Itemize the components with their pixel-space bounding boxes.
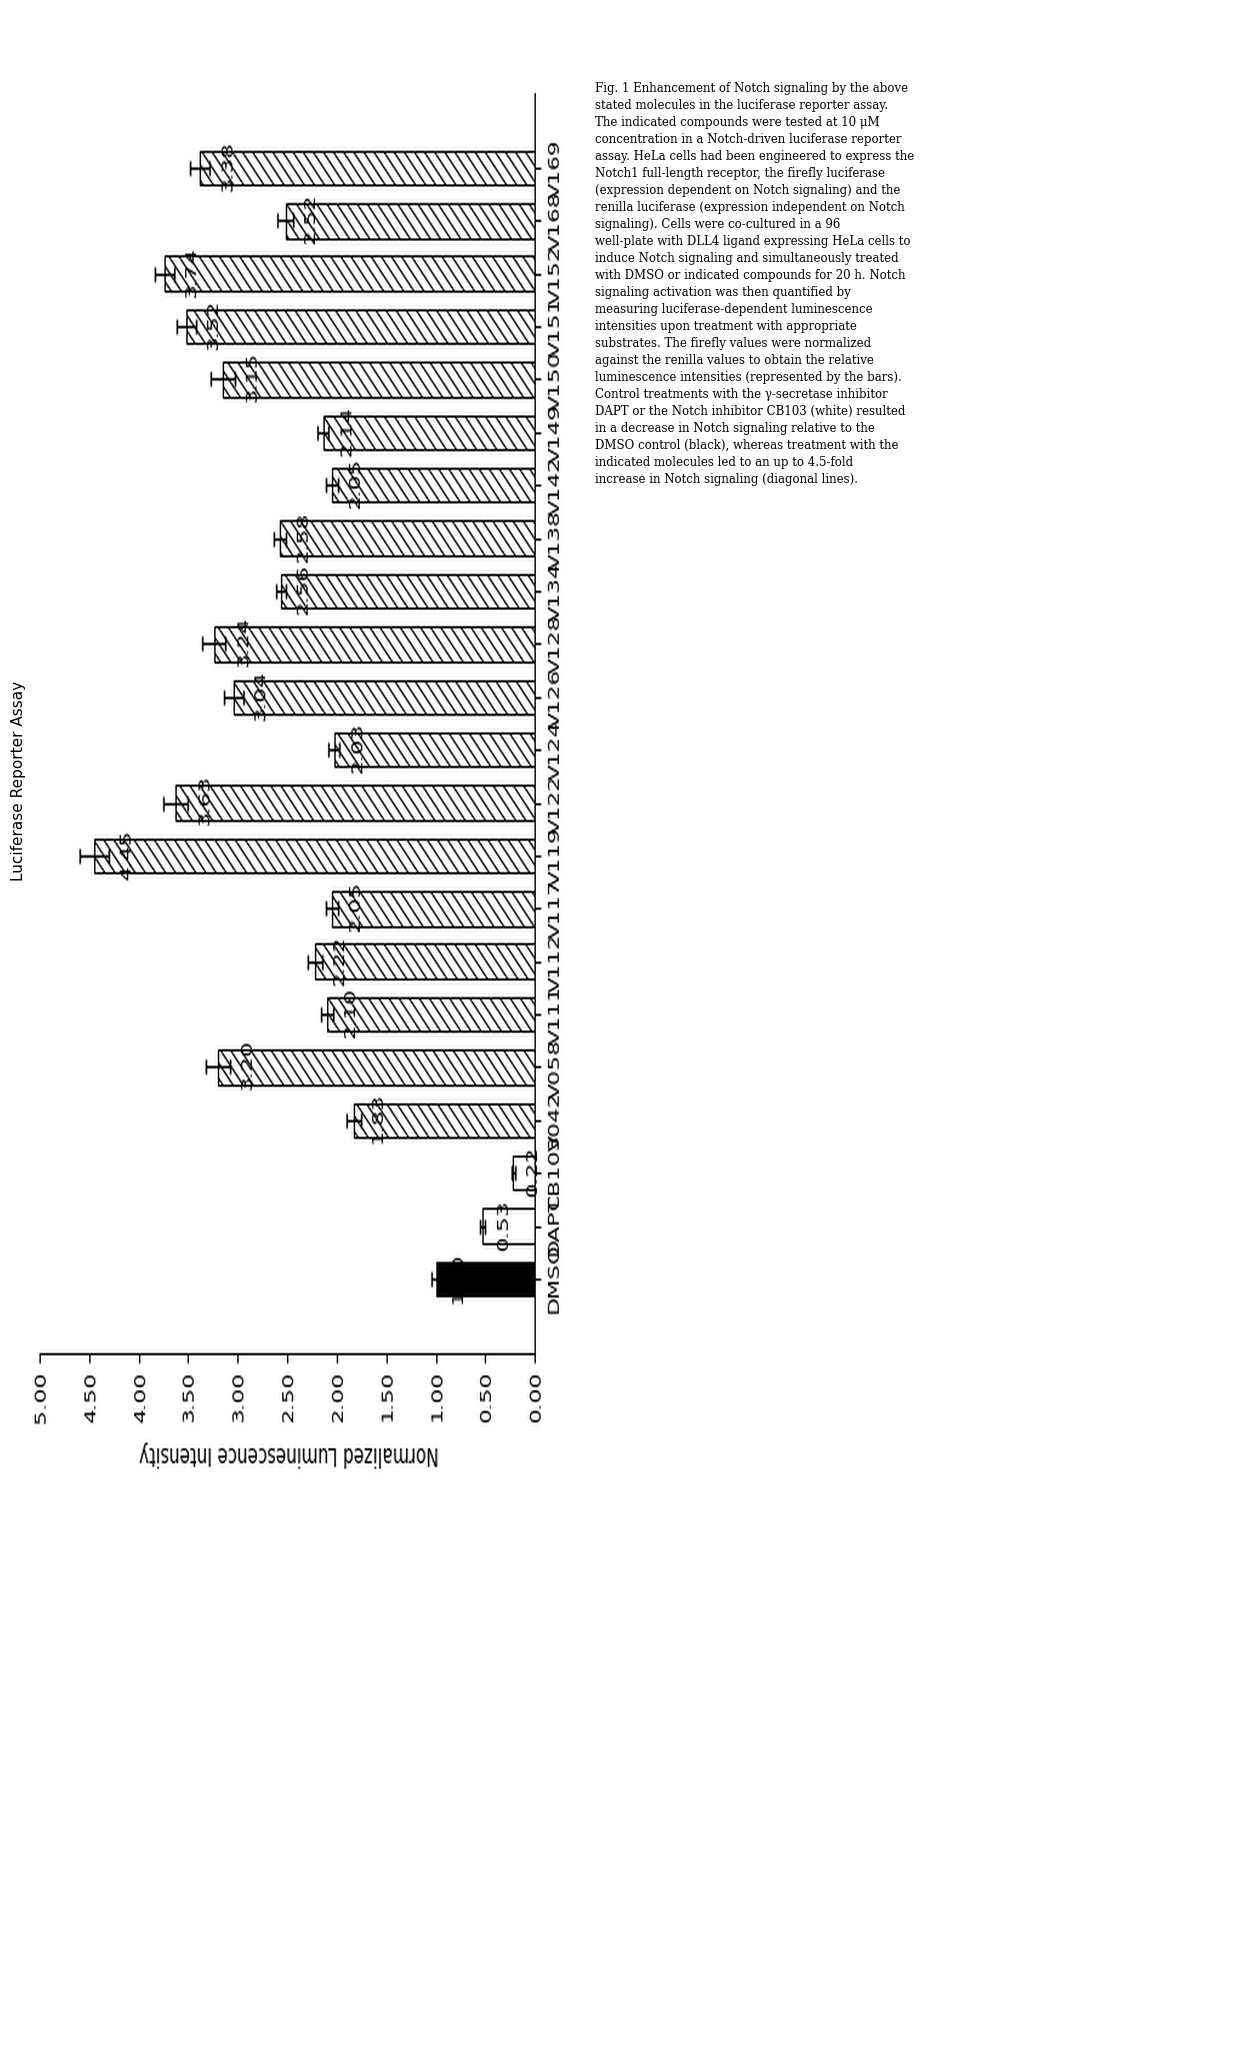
Text: Luciferase Reporter Assay: Luciferase Reporter Assay [11,680,26,882]
Text: Fig. 1 Enhancement of Notch signaling by the above
stated molecules in the lucif: Fig. 1 Enhancement of Notch signaling by… [595,82,914,487]
